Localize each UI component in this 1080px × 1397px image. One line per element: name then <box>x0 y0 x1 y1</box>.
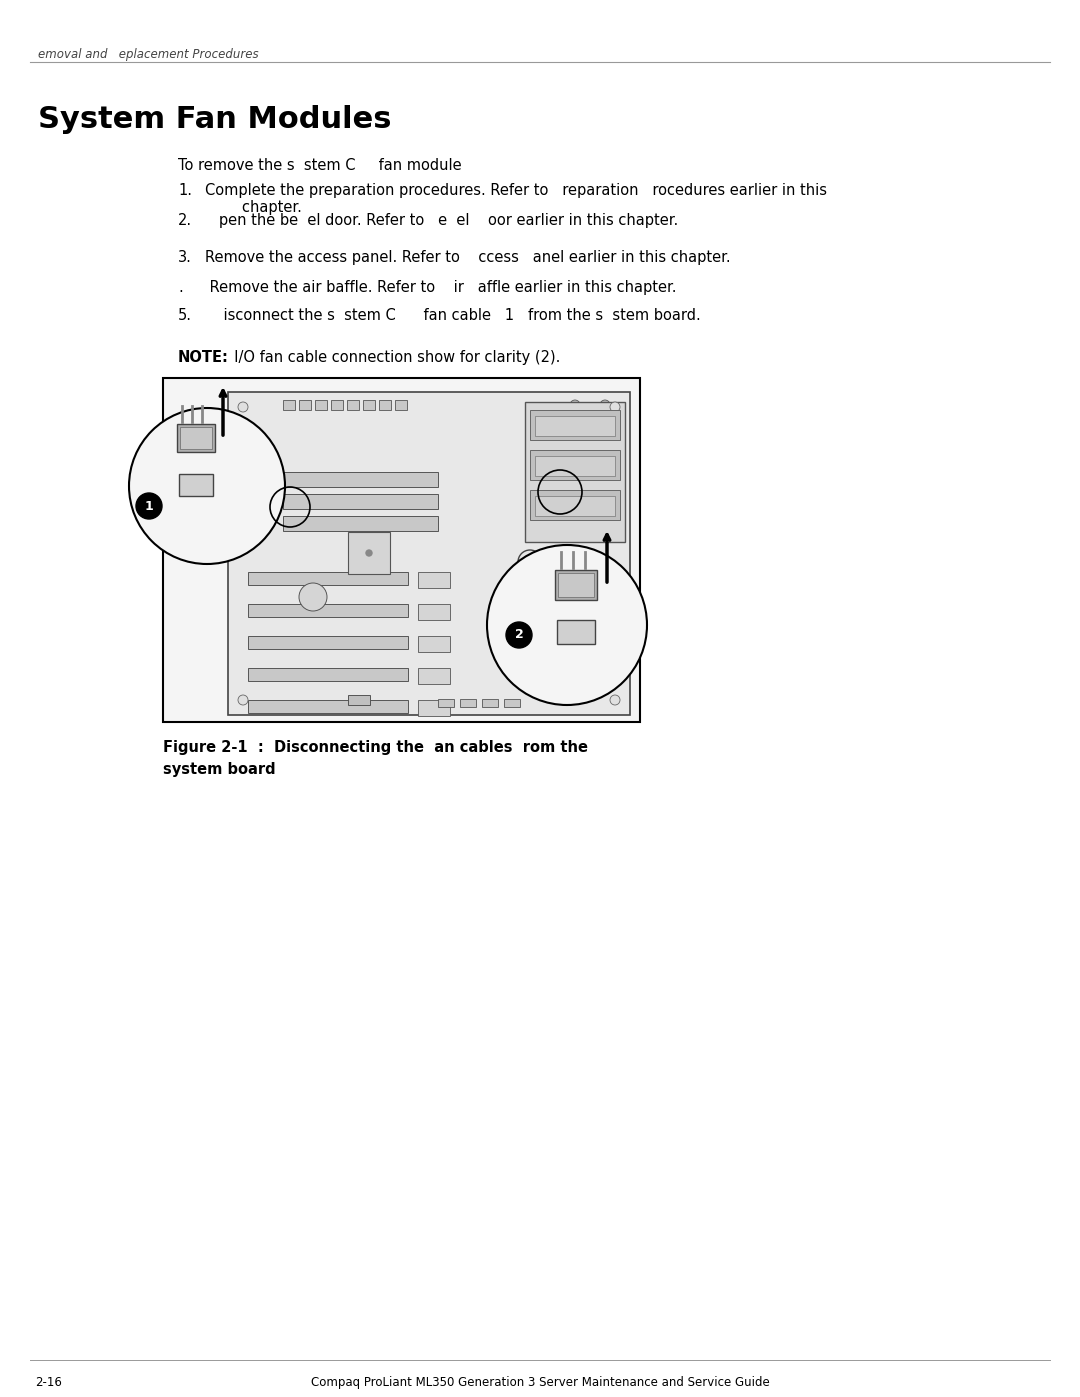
Text: Remove the access panel. Refer to    ccess   anel earlier in this chapter.: Remove the access panel. Refer to ccess … <box>205 250 731 265</box>
Text: 3.: 3. <box>178 250 192 265</box>
Text: 1.: 1. <box>178 183 192 198</box>
Text: Compaq ProLiant ML350 Generation 3 Server Maintenance and Service Guide: Compaq ProLiant ML350 Generation 3 Serve… <box>311 1376 769 1389</box>
Text: Remove the air baffle. Refer to    ir   affle earlier in this chapter.: Remove the air baffle. Refer to ir affle… <box>205 279 676 295</box>
Bar <box>283 472 438 488</box>
Bar <box>177 425 215 453</box>
Bar <box>418 668 450 685</box>
Bar <box>248 571 408 585</box>
Text: system board: system board <box>163 761 275 777</box>
Bar <box>395 400 407 409</box>
Bar <box>418 700 450 717</box>
Text: Figure 2-1  :  Disconnecting the  an cables  rom the: Figure 2-1 : Disconnecting the an cables… <box>163 740 588 754</box>
Bar <box>330 400 343 409</box>
Bar <box>482 698 498 707</box>
Bar <box>248 604 408 617</box>
Bar <box>535 416 615 436</box>
Circle shape <box>136 493 162 520</box>
Circle shape <box>610 694 620 705</box>
Text: 5.: 5. <box>178 307 192 323</box>
Text: 2.: 2. <box>178 212 192 228</box>
Text: To remove the s  stem C     fan module: To remove the s stem C fan module <box>178 158 461 173</box>
Bar <box>530 490 620 520</box>
Bar <box>555 570 597 599</box>
Text: Complete the preparation procedures. Refer to   reparation   rocedures earlier i: Complete the preparation procedures. Ref… <box>205 183 827 215</box>
Bar <box>530 409 620 440</box>
Bar <box>180 427 212 448</box>
Circle shape <box>487 545 647 705</box>
Bar <box>418 571 450 588</box>
Text: I/O fan cable connection show for clarity (2).: I/O fan cable connection show for clarit… <box>225 351 561 365</box>
Text: emoval and   eplacement Procedures: emoval and eplacement Procedures <box>38 47 258 61</box>
Bar <box>379 400 391 409</box>
Text: isconnect the s  stem C      fan cable   1   from the s  stem board.: isconnect the s stem C fan cable 1 from … <box>205 307 701 323</box>
Bar <box>438 698 454 707</box>
Bar <box>348 694 370 705</box>
Circle shape <box>238 694 248 705</box>
Text: pen the be  el door. Refer to   e  el    oor earlier in this chapter.: pen the be el door. Refer to e el oor ea… <box>205 212 678 228</box>
Bar <box>163 379 640 722</box>
Bar <box>363 400 375 409</box>
Bar <box>557 620 595 644</box>
Circle shape <box>366 550 372 556</box>
Bar <box>460 698 476 707</box>
Circle shape <box>129 408 285 564</box>
Bar <box>283 495 438 509</box>
Circle shape <box>507 622 532 648</box>
Bar <box>535 455 615 476</box>
Bar <box>530 450 620 481</box>
Circle shape <box>570 400 580 409</box>
Bar <box>418 636 450 652</box>
Text: 2-16: 2-16 <box>35 1376 62 1389</box>
Bar <box>535 496 615 515</box>
Text: NOTE:: NOTE: <box>178 351 229 365</box>
Bar <box>558 573 594 597</box>
Circle shape <box>299 583 327 610</box>
Bar <box>348 532 390 574</box>
Bar <box>179 474 213 496</box>
Circle shape <box>238 402 248 412</box>
Text: 2: 2 <box>515 629 524 641</box>
Bar <box>504 698 519 707</box>
Bar <box>315 400 327 409</box>
Bar <box>248 636 408 650</box>
Bar <box>347 400 359 409</box>
Bar <box>228 393 630 715</box>
Bar <box>248 700 408 712</box>
Bar <box>525 402 625 542</box>
Text: 1: 1 <box>145 500 153 513</box>
Circle shape <box>610 402 620 412</box>
Bar <box>283 515 438 531</box>
Bar <box>299 400 311 409</box>
Bar <box>418 604 450 620</box>
Circle shape <box>600 400 610 409</box>
Bar <box>283 400 295 409</box>
Text: System Fan Modules: System Fan Modules <box>38 105 391 134</box>
Text: .: . <box>178 279 183 295</box>
Bar <box>248 668 408 680</box>
